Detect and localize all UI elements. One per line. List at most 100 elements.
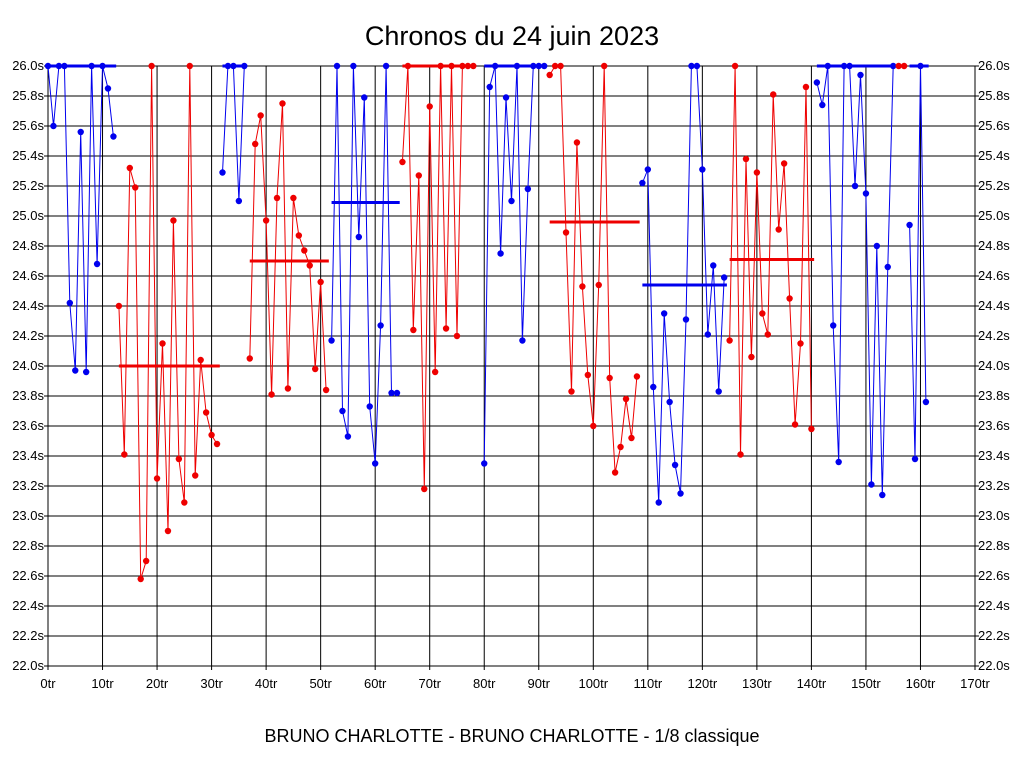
y-tick-label-right: 25.0s <box>978 208 1010 223</box>
data-point <box>650 383 657 391</box>
segment-red <box>246 100 330 398</box>
x-tick-label: 170tr <box>960 676 990 691</box>
segment-red <box>726 62 815 458</box>
data-point <box>153 475 161 482</box>
data-point <box>257 112 264 119</box>
y-tick-label-left: 24.2s <box>12 328 44 343</box>
x-tick-label: 160tr <box>906 676 936 691</box>
y-tick-label-left: 23.0s <box>12 508 44 523</box>
data-point <box>590 422 597 430</box>
y-tick-label-right: 22.2s <box>978 628 1010 643</box>
data-point <box>137 575 144 583</box>
y-tick-label-right: 24.2s <box>978 328 1010 343</box>
data-point <box>710 262 717 269</box>
data-point <box>246 355 253 362</box>
y-tick-label-right: 22.6s <box>978 568 1010 583</box>
data-point <box>682 316 690 323</box>
data-point <box>464 62 472 70</box>
y-tick-label-right: 23.0s <box>978 508 1010 523</box>
data-point <box>219 169 226 176</box>
y-tick-label-right: 23.8s <box>978 388 1010 403</box>
segment-blue <box>481 62 548 467</box>
data-point <box>104 85 112 92</box>
data-point <box>879 491 886 499</box>
y-tick-label-right: 26.0s <box>978 58 1010 73</box>
data-point <box>186 62 193 70</box>
x-tick-label: 60tr <box>364 676 387 691</box>
data-point <box>61 62 68 70</box>
data-point <box>922 398 930 406</box>
data-point <box>72 367 79 374</box>
data-point <box>235 197 243 205</box>
y-tick-label-left: 24.0s <box>12 358 44 373</box>
data-point <box>508 197 515 205</box>
y-tick-label-left: 23.4s <box>12 448 44 463</box>
data-point <box>715 388 722 395</box>
data-point <box>857 71 864 79</box>
segment-blue <box>639 62 728 506</box>
y-tick-label-right: 23.4s <box>978 448 1010 463</box>
data-point <box>486 83 493 91</box>
data-point <box>126 164 133 172</box>
data-point <box>344 433 352 440</box>
data-point <box>192 472 199 479</box>
data-point <box>573 139 581 146</box>
data-point <box>213 440 221 448</box>
data-point <box>279 100 286 107</box>
data-point <box>55 62 63 70</box>
data-point <box>371 460 379 467</box>
data-point <box>704 331 712 338</box>
data-point <box>617 443 624 451</box>
data-point <box>415 172 422 179</box>
series <box>44 62 930 583</box>
x-tick-label: 150tr <box>851 676 881 691</box>
data-point <box>535 62 542 70</box>
data-point <box>890 62 897 70</box>
y-tick-label-left: 25.4s <box>12 148 44 163</box>
data-point <box>197 356 204 364</box>
data-point <box>388 389 395 397</box>
y-tick-label-right: 24.0s <box>978 358 1010 373</box>
data-point <box>726 337 733 344</box>
data-point <box>780 160 788 167</box>
data-point <box>530 62 537 70</box>
segment-red <box>399 62 477 493</box>
x-tick-label: 80tr <box>473 676 496 691</box>
data-point <box>584 371 592 379</box>
y-tick-label-left: 25.6s <box>12 118 44 133</box>
data-point <box>431 368 439 376</box>
data-point <box>355 233 363 241</box>
data-point <box>322 386 330 394</box>
data-point <box>840 62 848 70</box>
data-point <box>497 250 504 257</box>
data-point <box>241 62 248 70</box>
data-point <box>350 62 357 70</box>
y-tick-label-right: 25.2s <box>978 178 1010 193</box>
data-point <box>459 62 466 70</box>
data-point <box>181 499 188 506</box>
data-point <box>230 62 237 70</box>
segment-red <box>115 62 221 583</box>
y-tick-label-right: 25.8s <box>978 88 1010 103</box>
x-tick-label: 130tr <box>742 676 772 691</box>
data-point <box>361 94 368 101</box>
data-point <box>862 190 870 197</box>
y-tick-label-left: 23.2s <box>12 478 44 493</box>
data-point <box>868 481 875 488</box>
data-point <box>824 62 831 70</box>
y-tick-label-left: 25.8s <box>12 88 44 103</box>
data-point <box>82 368 90 376</box>
data-point <box>895 62 902 70</box>
data-point <box>491 62 499 70</box>
x-tick-label: 50tr <box>309 676 332 691</box>
y-tick-label-left: 26.0s <box>12 58 44 73</box>
segment-blue <box>219 62 248 205</box>
data-point <box>884 263 891 271</box>
y-tick-label-right: 25.4s <box>978 148 1010 163</box>
data-point <box>759 310 766 317</box>
segment-blue <box>328 62 401 467</box>
series-line <box>401 65 474 490</box>
data-point <box>595 281 602 289</box>
